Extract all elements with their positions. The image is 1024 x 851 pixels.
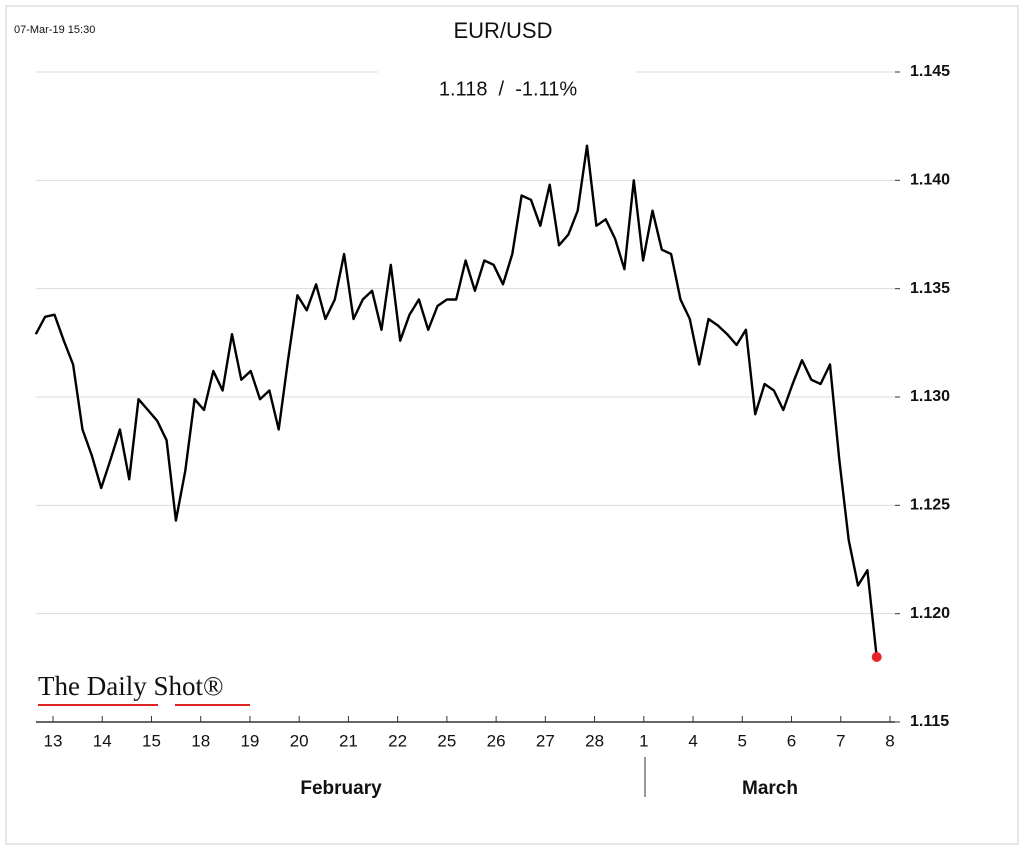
x-tick-label: 20 (290, 731, 309, 750)
y-tick-label: 1.115 (910, 713, 949, 730)
x-tick-label: 27 (536, 731, 555, 750)
logo: The Daily Shot® (38, 671, 224, 701)
x-tick-label: 15 (142, 731, 161, 750)
x-tick-label: 28 (585, 731, 604, 750)
y-tick-label: 1.120 (910, 605, 950, 622)
x-tick-label: 7 (836, 731, 845, 750)
last-point (871, 652, 882, 662)
month-label: March (742, 778, 798, 799)
frame (5, 5, 1019, 845)
title-backdrop (378, 14, 636, 114)
x-tick-label: 18 (191, 731, 210, 750)
x-tick-label: 25 (437, 731, 456, 750)
x-tick-label: 26 (487, 731, 506, 750)
x-tick-label: 14 (93, 731, 112, 750)
x-tick-label: 13 (44, 731, 63, 750)
x-tick-label: 4 (688, 731, 697, 750)
x-tick-label: 19 (240, 731, 259, 750)
chart-title: EUR/USD (453, 18, 552, 43)
x-tick-label: 21 (339, 731, 358, 750)
x-tick-label: 5 (738, 731, 747, 750)
x-tick-label: 8 (885, 731, 894, 750)
x-tick-label: 1 (639, 731, 648, 750)
price-line (34, 144, 878, 658)
y-tick-label: 1.135 (910, 280, 950, 297)
chart-subtitle: 1.118 / -1.11% (439, 78, 577, 100)
y-tick-label: 1.145 (910, 63, 950, 80)
y-tick-label: 1.125 (910, 497, 950, 514)
timestamp: 07-Mar-19 15:30 (14, 24, 95, 36)
y-tick-label: 1.130 (910, 388, 950, 405)
x-tick-label: 6 (787, 731, 796, 750)
y-tick-label: 1.140 (910, 172, 950, 189)
x-tick-label: 22 (388, 731, 407, 750)
month-label: February (300, 778, 382, 799)
